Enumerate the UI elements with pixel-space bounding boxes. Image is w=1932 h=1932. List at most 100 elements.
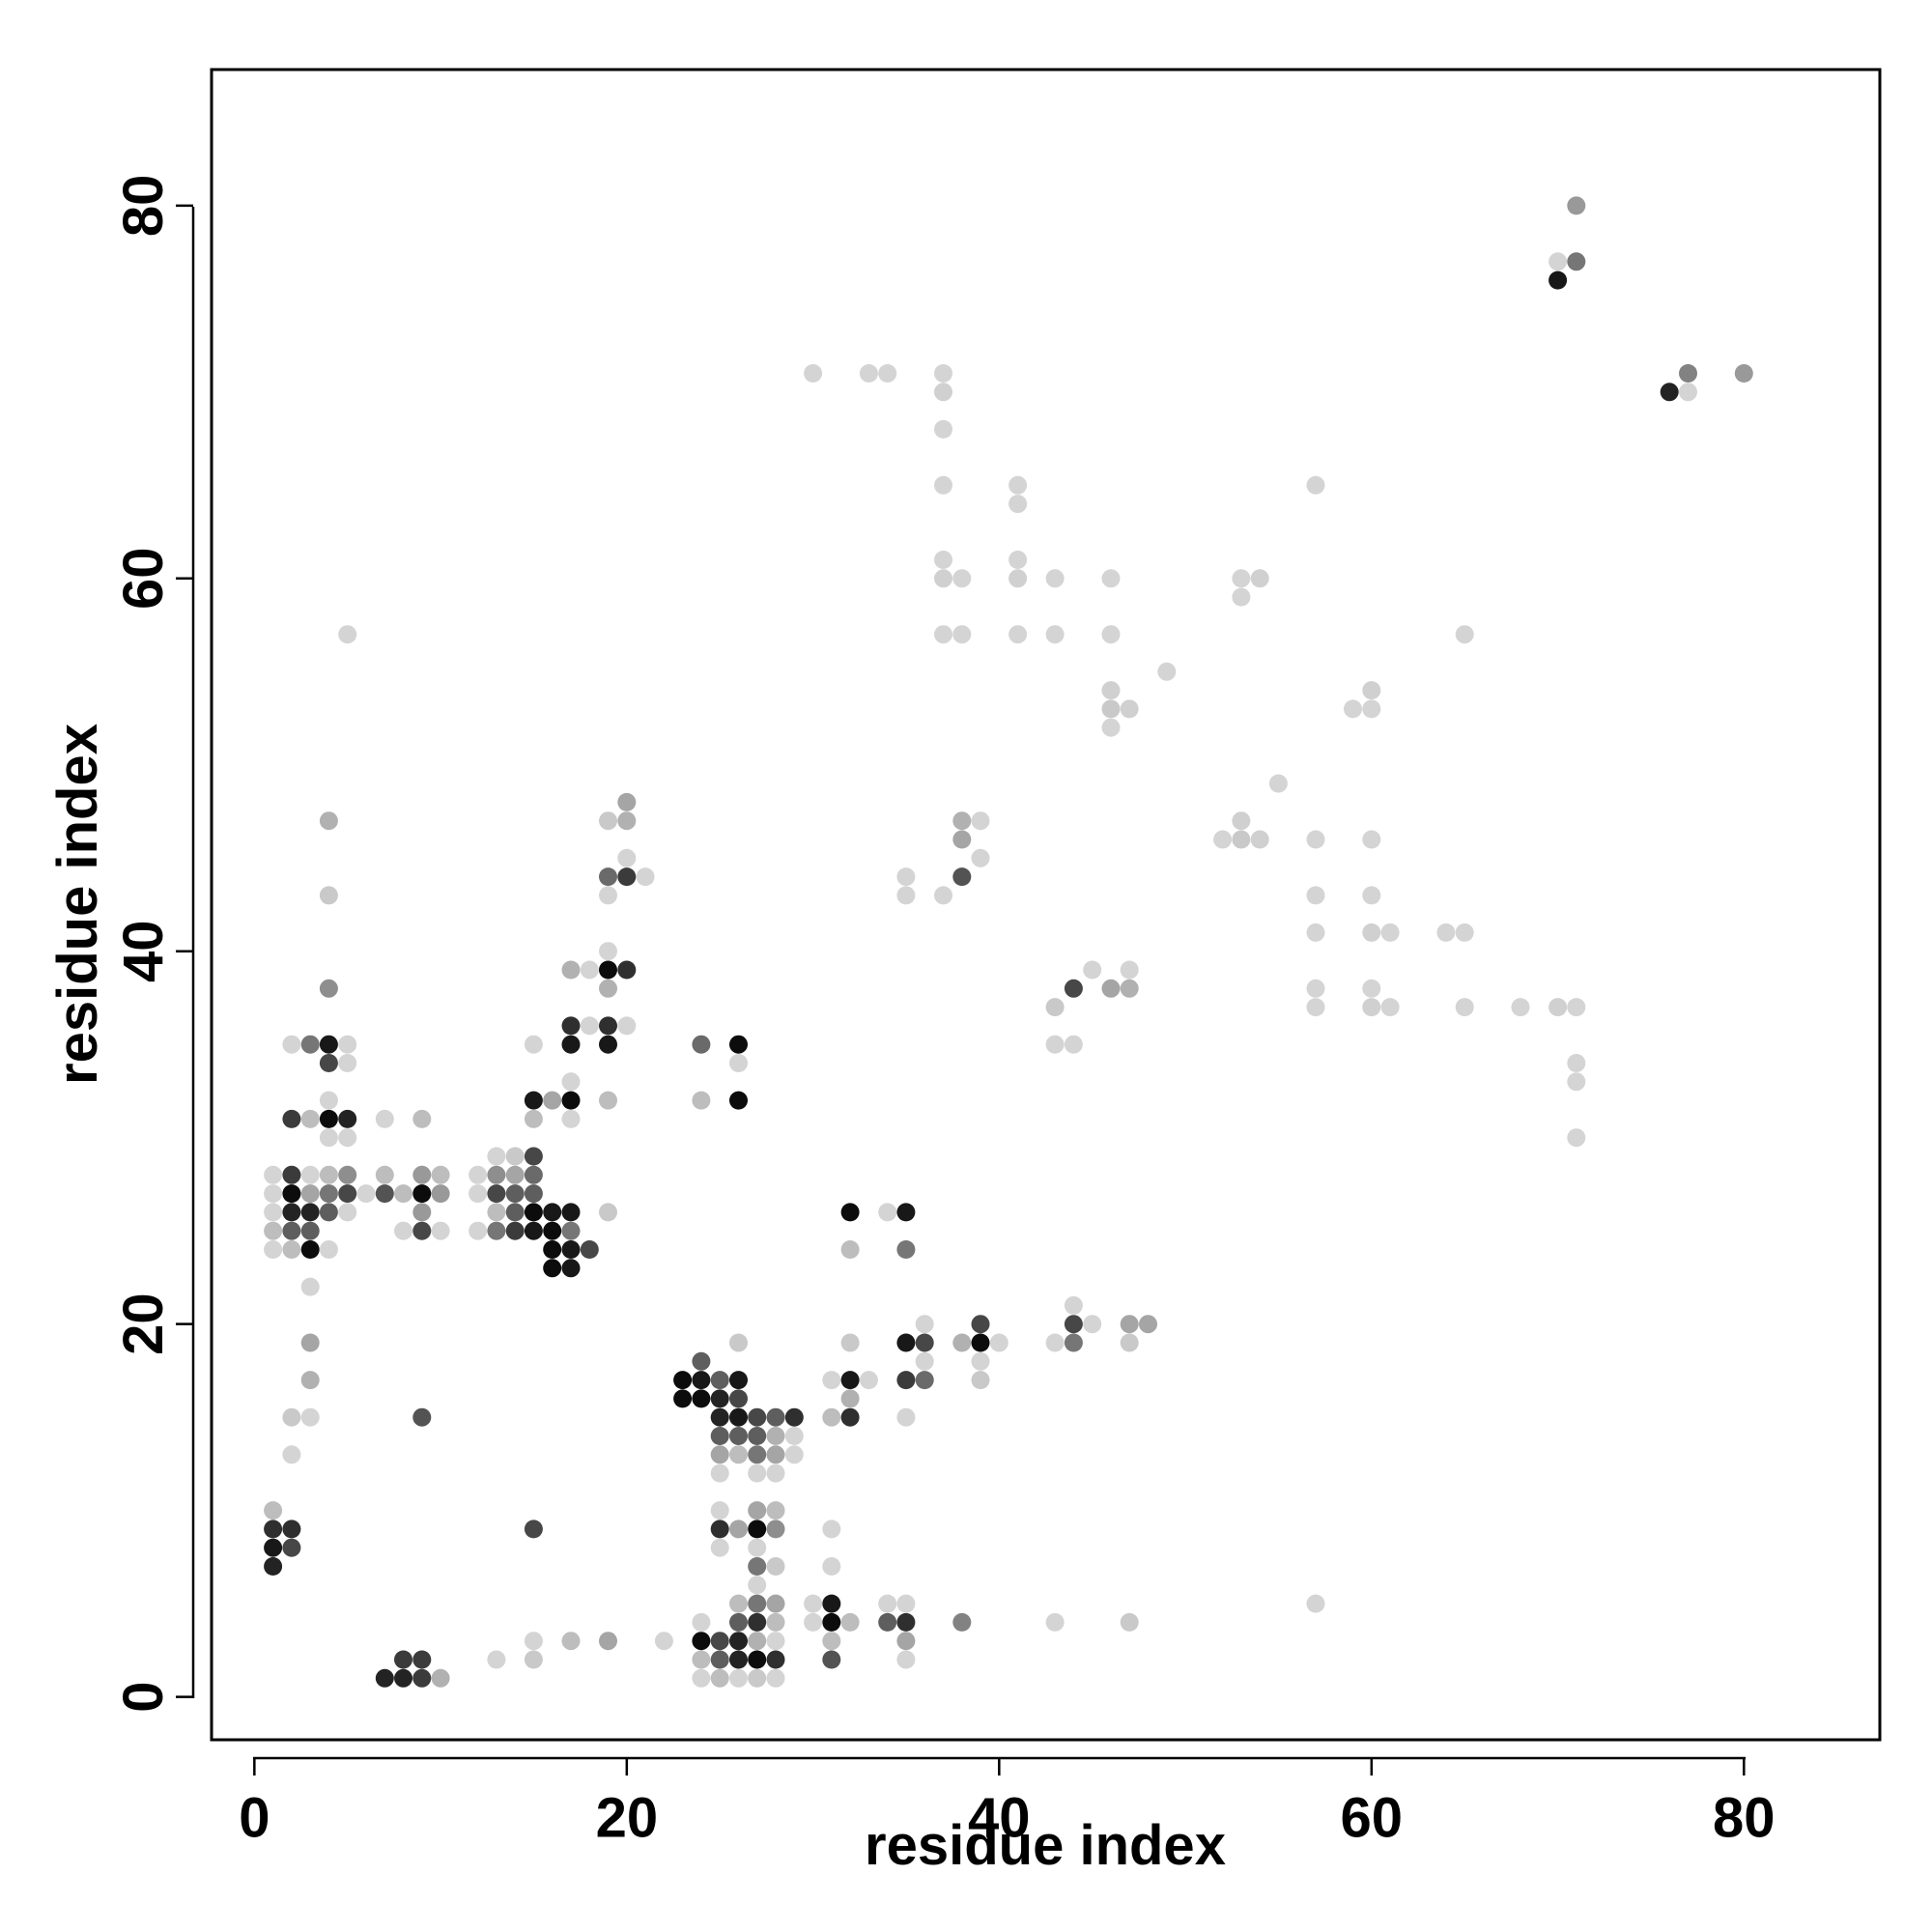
- data-point: [840, 1333, 860, 1352]
- data-point: [561, 1109, 581, 1128]
- data-point: [599, 979, 617, 998]
- data-point: [319, 1128, 338, 1148]
- data-point: [543, 1259, 562, 1278]
- data-point: [896, 1594, 916, 1613]
- data-point: [617, 867, 637, 887]
- data-point: [412, 1165, 432, 1184]
- data-point: [1306, 1594, 1325, 1613]
- x-tick-label: 40: [968, 1787, 1031, 1850]
- data-point: [1120, 1315, 1139, 1334]
- data-point: [1455, 998, 1474, 1017]
- data-point: [729, 1035, 748, 1054]
- data-point: [840, 1407, 860, 1427]
- data-point: [300, 1184, 320, 1204]
- data-point: [282, 1538, 301, 1557]
- data-point: [971, 848, 990, 867]
- data-point: [1083, 1315, 1102, 1334]
- data-point: [1306, 998, 1325, 1017]
- data-point: [840, 1371, 860, 1390]
- data-point: [505, 1147, 525, 1166]
- data-point: [617, 1016, 637, 1036]
- data-point: [748, 1520, 767, 1539]
- data-point: [264, 1520, 283, 1539]
- y-axis: 0 20 40 60 80 residue index: [46, 175, 195, 1713]
- data-point: [524, 1221, 543, 1240]
- data-point: [896, 1407, 916, 1427]
- data-point: [543, 1221, 562, 1240]
- data-point: [1045, 625, 1065, 644]
- data-point: [971, 1333, 990, 1352]
- data-point: [1045, 998, 1065, 1017]
- data-point: [1362, 681, 1381, 700]
- data-point: [766, 1612, 785, 1632]
- data-point: [1436, 923, 1456, 942]
- data-point: [952, 569, 972, 588]
- data-point: [710, 1650, 729, 1669]
- data-point: [412, 1650, 432, 1669]
- data-point: [1511, 998, 1530, 1017]
- data-point: [300, 1277, 320, 1296]
- data-point: [896, 1650, 916, 1669]
- data-point: [1306, 830, 1325, 849]
- data-point: [729, 1389, 748, 1408]
- data-point: [952, 811, 972, 831]
- data-point: [840, 1389, 860, 1408]
- data-point: [431, 1165, 450, 1184]
- data-point: [971, 1315, 990, 1334]
- data-point: [692, 1371, 711, 1390]
- data-point: [766, 1650, 785, 1669]
- data-point: [338, 1128, 357, 1148]
- data-point: [710, 1632, 729, 1651]
- data-point: [822, 1612, 841, 1632]
- data-point: [469, 1184, 488, 1204]
- y-tick-label: 40: [112, 920, 175, 982]
- data-point: [412, 1407, 432, 1427]
- data-point: [599, 1632, 617, 1651]
- data-point: [710, 1668, 729, 1688]
- x-axis-title: residue index: [865, 1814, 1226, 1877]
- data-point: [282, 1165, 301, 1184]
- data-point: [412, 1109, 432, 1128]
- data-point: [524, 1147, 543, 1166]
- data-point: [1567, 196, 1586, 215]
- data-point: [766, 1445, 785, 1464]
- data-point: [580, 1240, 599, 1259]
- data-point: [300, 1407, 320, 1427]
- x-axis: 0 20 40 60 80 residue index: [239, 1756, 1776, 1877]
- data-point: [264, 1557, 283, 1576]
- data-point: [822, 1594, 841, 1613]
- data-point: [896, 867, 916, 887]
- data-point: [1120, 1333, 1139, 1352]
- data-point: [338, 625, 357, 644]
- data-point: [1009, 551, 1028, 569]
- data-point: [561, 1091, 581, 1110]
- data-point: [784, 1407, 804, 1427]
- data-point: [1567, 1072, 1586, 1092]
- x-tick-label: 60: [1341, 1787, 1404, 1850]
- data-point: [934, 364, 952, 383]
- data-point: [394, 1650, 412, 1669]
- data-point: [1083, 960, 1102, 980]
- data-point: [524, 1632, 543, 1651]
- data-point: [1380, 923, 1400, 942]
- data-point: [692, 1650, 711, 1669]
- data-point: [1679, 383, 1697, 402]
- data-point: [915, 1333, 934, 1352]
- data-point: [431, 1221, 450, 1240]
- data-point: [524, 1203, 543, 1222]
- data-point: [692, 1035, 711, 1054]
- data-point: [692, 1389, 711, 1408]
- data-point: [748, 1557, 767, 1576]
- data-point: [338, 1165, 357, 1184]
- data-point: [319, 1203, 338, 1222]
- data-point: [1213, 830, 1233, 849]
- data-point: [710, 1427, 729, 1445]
- data-point: [748, 1612, 767, 1632]
- data-point: [748, 1668, 767, 1688]
- data-point: [822, 1407, 841, 1427]
- data-point: [487, 1221, 506, 1240]
- data-point: [896, 1203, 916, 1222]
- data-point: [710, 1445, 729, 1464]
- data-point: [264, 1538, 283, 1557]
- data-point: [1567, 1128, 1586, 1148]
